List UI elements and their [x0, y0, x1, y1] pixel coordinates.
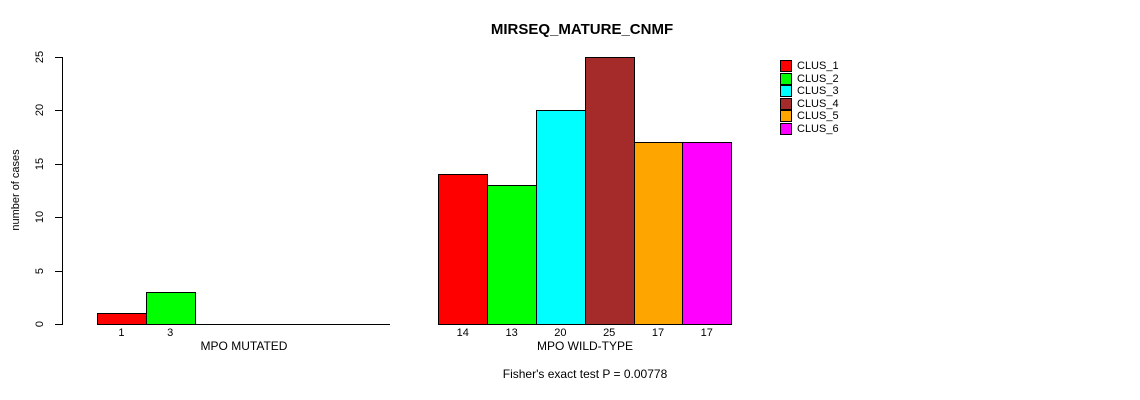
- bar-value-label: 17: [700, 327, 713, 339]
- y-axis-line: [62, 57, 63, 325]
- legend-swatch-clus_4: [780, 97, 792, 110]
- legend-label-clus_5: CLUS_5: [797, 110, 839, 122]
- y-axis-tick-label: 20: [34, 103, 46, 117]
- bar-clus_6: [682, 142, 733, 325]
- bar-clus_1: [97, 313, 147, 325]
- legend-swatch-clus_5: [780, 110, 792, 122]
- group-label-mpo-wild-type: MPO WILD-TYPE: [536, 339, 634, 353]
- bar-clus_4: [584, 57, 635, 325]
- y-axis-tick-label: 0: [34, 320, 46, 328]
- legend-swatch-clus_1: [780, 60, 792, 72]
- legend-swatch-clus_3: [780, 85, 792, 97]
- bar-value-label: 20: [554, 327, 567, 339]
- bar-value-label: 17: [651, 327, 665, 339]
- y-axis-tick-label: 25: [34, 50, 46, 64]
- bar-value-label: 3: [167, 327, 174, 339]
- legend-swatch-clus_2: [780, 72, 792, 85]
- legend-label-clus_2: CLUS_2: [797, 72, 839, 85]
- bar-value-label: 25: [603, 327, 616, 339]
- y-axis-tick: [55, 164, 62, 165]
- y-axis-tick: [55, 324, 62, 325]
- bar-value-label: 13: [505, 327, 518, 339]
- legend-label-clus_4: CLUS_4: [797, 97, 839, 110]
- y-axis-tick: [55, 57, 62, 58]
- bar-value-label: 14: [456, 327, 469, 339]
- bar-clus_5: [633, 142, 684, 325]
- legend-label-clus_3: CLUS_3: [797, 85, 839, 97]
- bar-clus_3: [536, 110, 586, 325]
- chart-title: MIRSEQ_MATURE_CNMF: [490, 21, 674, 38]
- legend-label-clus_1: CLUS_1: [797, 60, 839, 72]
- y-axis-tick-label: 15: [34, 157, 46, 171]
- bar-value-label: 1: [118, 327, 125, 339]
- fisher-test-annotation: Fisher's exact test P = 0.00778: [502, 367, 668, 381]
- y-axis-tick: [55, 217, 62, 218]
- y-axis-tick: [55, 271, 62, 272]
- group-label-mpo-mutated: MPO MUTATED: [200, 339, 288, 353]
- y-axis-tick-label: 10: [34, 210, 46, 224]
- bar-clus_2: [487, 185, 537, 325]
- bar-clus_1: [438, 174, 489, 325]
- x-axis-line: [97, 324, 390, 325]
- legend-label-clus_6: CLUS_6: [797, 122, 839, 135]
- bar-clus_2: [145, 291, 196, 325]
- y-axis-tick: [55, 110, 62, 111]
- y-axis-title: number of cases: [10, 149, 22, 231]
- legend-swatch-clus_6: [780, 122, 792, 135]
- y-axis-tick-label: 5: [34, 267, 46, 275]
